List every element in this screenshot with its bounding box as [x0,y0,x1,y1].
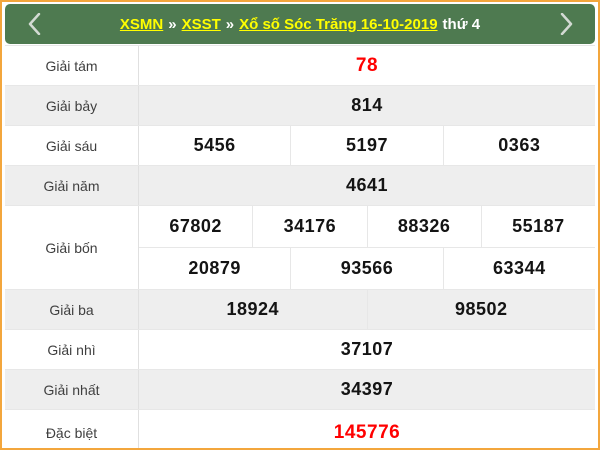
prize-number: 78 [355,54,379,76]
prize-label: Giải sáu [5,126,139,165]
next-draw-button[interactable] [537,4,595,44]
prize-number: 5197 [290,126,442,165]
chevron-right-icon [560,13,572,35]
prize-subrow: 4641 [139,166,595,205]
prize-number: 63344 [442,248,595,289]
prize-number: 18924 [226,299,280,319]
prize-number: 20879 [188,258,241,278]
prize-subrow: 20879 93566 63344 [139,247,595,289]
prize-number: 4641 [345,175,389,195]
prize-number: 93566 [290,248,442,289]
prize-values: 78 [139,46,595,85]
breadcrumb-separator: » [168,15,177,33]
prize-label: Giải năm [5,166,139,205]
prize-values: 18924 98502 [139,290,595,329]
breadcrumb-separator: » [225,15,235,33]
breadcrumb-link-xsst[interactable]: XSST [181,15,221,33]
prize-number: 34176 [252,206,366,247]
prize-subrow: 34397 [139,370,595,409]
prize-subrow: 18924 98502 [139,290,595,329]
prize-subrow: 67802 34176 88326 55187 [139,206,595,247]
prize-label: Giải nhất [5,370,139,409]
results-header: XSMN» XSST» Xổ số Sóc Trăng 16-10-2019 thứ … [5,4,595,44]
prize-number: 0363 [442,126,595,165]
prize-label: Giải nhì [5,330,139,369]
prize-row: Giải nhì 37107 [5,329,595,369]
prize-subrow: 145776 [139,410,595,448]
chevron-left-icon [28,13,40,35]
prize-number: 37107 [340,339,394,359]
prize-label: Giải bốn [5,206,139,289]
prize-number: 88326 [366,206,481,247]
prize-row: Giải ba 18924 98502 [5,289,595,329]
prize-row: Đặc biệt 145776 [5,409,595,448]
prize-number: 67802 [169,216,222,236]
prize-values: 814 [139,86,595,125]
prize-number: 814 [351,95,383,115]
results-table: Giải tám 78 Giải bảy 814 Giải sáu 5456 5197 036… [5,45,595,448]
prize-values: 145776 [139,410,595,448]
prize-values: 34397 [139,370,595,409]
prize-values: 67802 34176 88326 55187 20879 93566 63344 [139,206,595,289]
prize-label: Giải tám [5,46,139,85]
prize-subrow: 78 [139,46,595,85]
prize-values: 37107 [139,330,595,369]
prize-label: Giải ba [5,290,139,329]
prev-draw-button[interactable] [5,4,63,44]
draw-weekday: thứ 4 [442,15,481,33]
breadcrumb-link-draw-date[interactable]: Xổ số Sóc Trăng 16-10-2019 [239,15,438,33]
prize-subrow: 37107 [139,330,595,369]
prize-label: Đặc biệt [5,410,139,448]
prize-number: 145776 [333,421,401,443]
prize-values: 5456 5197 0363 [139,126,595,165]
prize-number: 34397 [340,379,394,399]
prize-subrow: 814 [139,86,595,125]
prize-row: Giải nhất 34397 [5,369,595,409]
prize-row: Giải bảy 814 [5,85,595,125]
prize-row: Giải sáu 5456 5197 0363 [5,125,595,165]
prize-label: Giải bảy [5,86,139,125]
breadcrumb: XSMN» XSST» Xổ số Sóc Trăng 16-10-2019 thứ … [120,16,480,33]
prize-row: Giải năm 4641 [5,165,595,205]
prize-subrow: 5456 5197 0363 [139,126,595,165]
prize-values: 4641 [139,166,595,205]
prize-number: 5456 [193,135,236,155]
breadcrumb-link-xsmn[interactable]: XSMN [119,15,164,33]
prize-number: 55187 [480,206,595,247]
prize-row: Giải tám 78 [5,45,595,85]
prize-number: 98502 [366,290,596,329]
prize-row: Giải bốn 67802 34176 88326 55187 20879 93566 63… [5,205,595,289]
